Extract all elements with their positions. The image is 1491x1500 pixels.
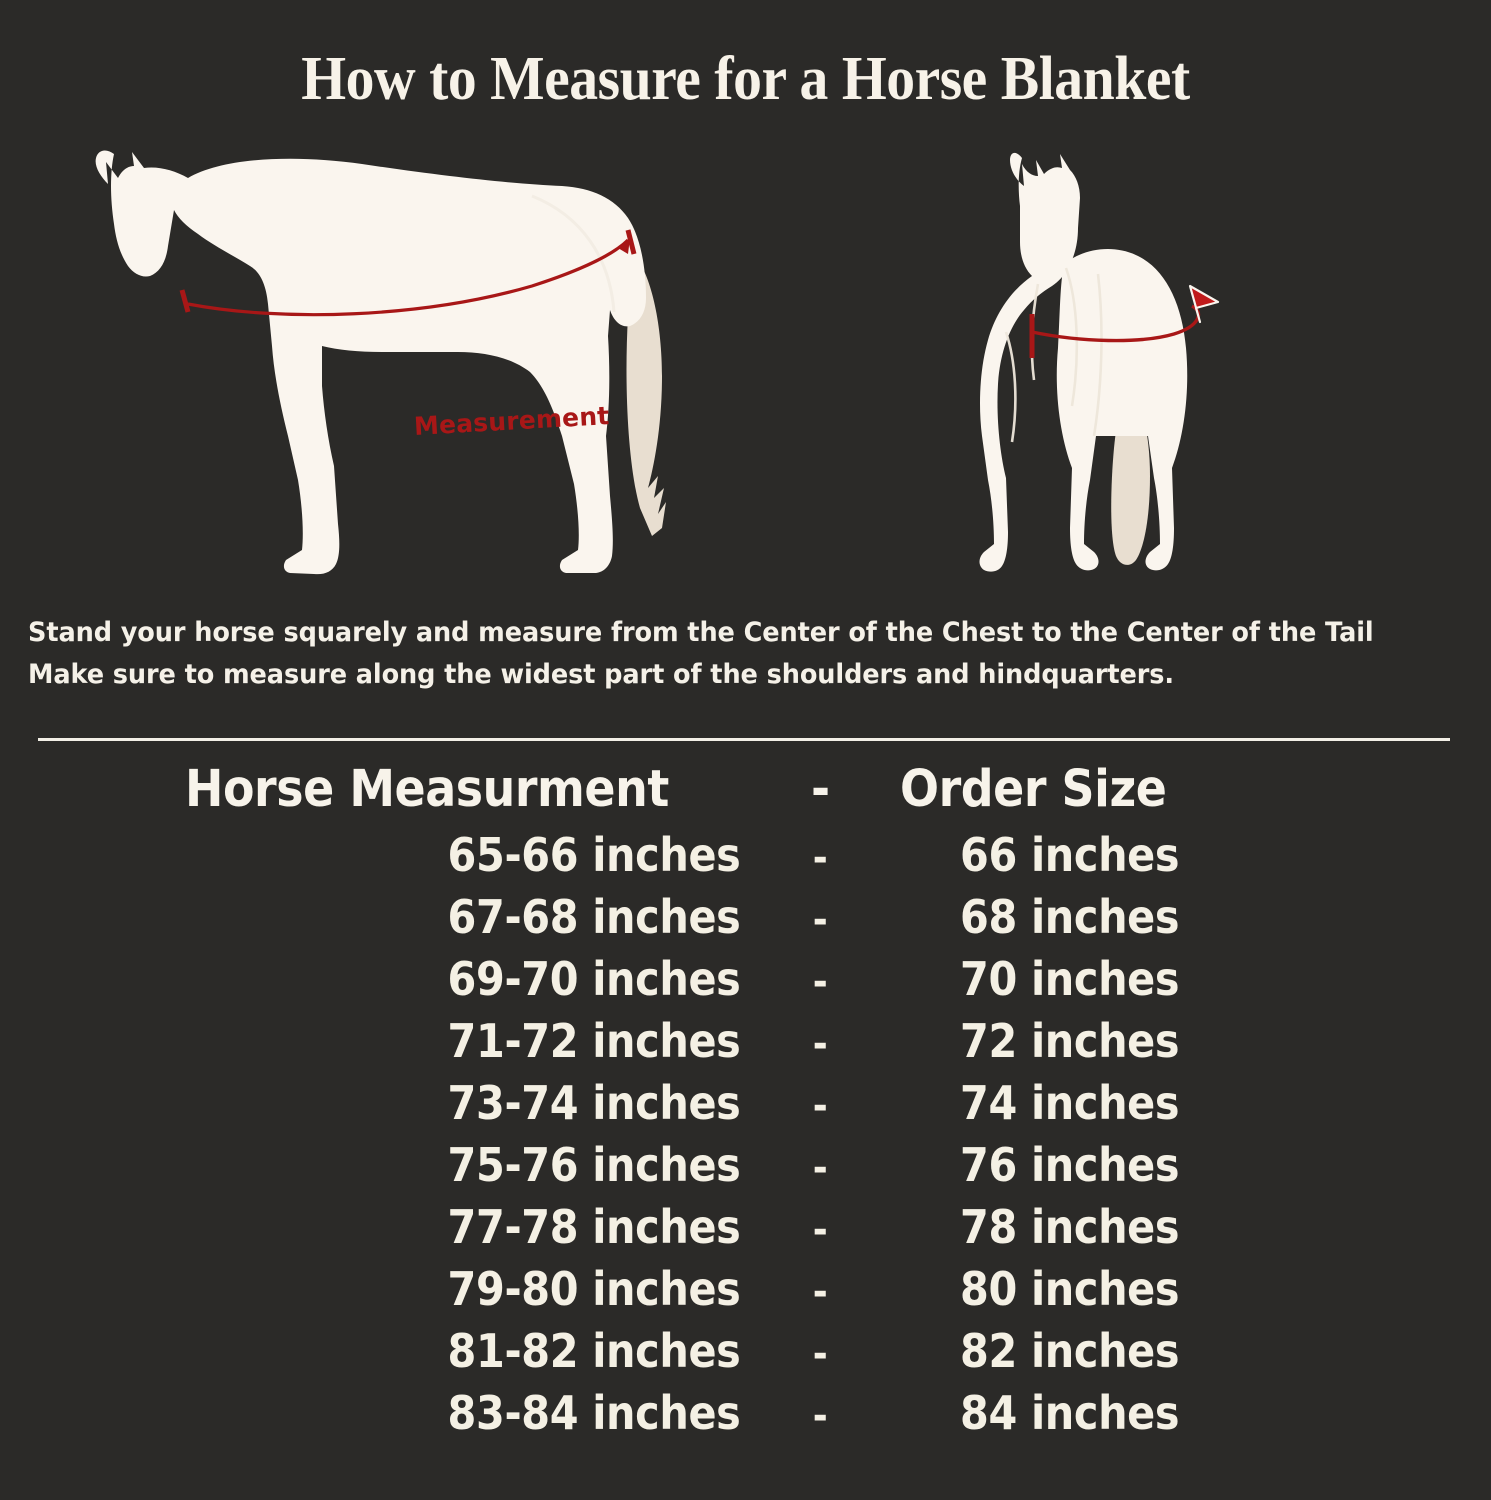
row-dash: - xyxy=(812,959,828,1005)
row-order-size: 82 inches xyxy=(960,1324,1180,1378)
row-order-size: 74 inches xyxy=(960,1076,1180,1130)
header-measurement: Horse Measurment xyxy=(185,760,669,819)
row-measurement: 83-84 inches xyxy=(447,1386,740,1440)
rear-horse-body xyxy=(979,152,1188,572)
rear-view-horse xyxy=(960,136,1260,586)
side-horse-body xyxy=(95,150,646,575)
illustration-area: Measurement xyxy=(0,128,1491,596)
row-order-size: 76 inches xyxy=(960,1138,1180,1192)
row-order-size: 68 inches xyxy=(960,890,1180,944)
row-dash: - xyxy=(812,897,828,943)
row-measurement: 73-74 inches xyxy=(447,1076,740,1130)
row-measurement: 81-82 inches xyxy=(447,1324,740,1378)
table-row: 81-82 inches - 82 inches xyxy=(0,1324,1491,1386)
row-order-size: 78 inches xyxy=(960,1200,1180,1254)
row-dash: - xyxy=(812,1393,828,1439)
table-row: 69-70 inches - 70 inches xyxy=(0,952,1491,1014)
row-measurement: 71-72 inches xyxy=(447,1014,740,1068)
side-view-horse: Measurement xyxy=(62,136,702,586)
row-measurement: 65-66 inches xyxy=(447,828,740,882)
table-row: 67-68 inches - 68 inches xyxy=(0,890,1491,952)
row-dash: - xyxy=(812,1269,828,1315)
row-measurement: 69-70 inches xyxy=(447,952,740,1006)
row-order-size: 84 inches xyxy=(960,1386,1180,1440)
row-dash: - xyxy=(812,1021,828,1067)
header-dash: - xyxy=(810,760,830,819)
side-horse-tail xyxy=(626,254,666,536)
rear-measurement-line xyxy=(1029,284,1220,358)
row-measurement: 77-78 inches xyxy=(447,1200,740,1254)
side-measurement-line xyxy=(179,229,637,317)
section-divider xyxy=(38,738,1450,741)
page-title: How to Measure for a Horse Blanket xyxy=(301,45,1190,113)
row-order-size: 72 inches xyxy=(960,1014,1180,1068)
measurement-arrow-icon xyxy=(1188,284,1220,324)
instruction-text: Stand your horse squarely and measure fr… xyxy=(28,612,1418,696)
row-order-size: 80 inches xyxy=(960,1262,1180,1316)
table-row: 77-78 inches - 78 inches xyxy=(0,1200,1491,1262)
row-order-size: 70 inches xyxy=(960,952,1180,1006)
table-row: 79-80 inches - 80 inches xyxy=(0,1262,1491,1324)
row-dash: - xyxy=(812,835,828,881)
row-dash: - xyxy=(812,1145,828,1191)
instruction-line-2: Make sure to measure along the widest pa… xyxy=(28,659,1174,690)
table-header-row: Horse Measurment - Order Size xyxy=(0,760,1491,828)
row-dash: - xyxy=(812,1331,828,1377)
row-dash: - xyxy=(812,1083,828,1129)
table-row: 71-72 inches - 72 inches xyxy=(0,1014,1491,1076)
table-row: 65-66 inches - 66 inches xyxy=(0,828,1491,890)
table-row: 75-76 inches - 76 inches xyxy=(0,1138,1491,1200)
row-measurement: 67-68 inches xyxy=(447,890,740,944)
table-row: 73-74 inches - 74 inches xyxy=(0,1076,1491,1138)
header-order-size: Order Size xyxy=(900,760,1167,819)
row-order-size: 66 inches xyxy=(960,828,1180,882)
row-measurement: 79-80 inches xyxy=(447,1262,740,1316)
row-dash: - xyxy=(812,1207,828,1253)
instruction-line-1: Stand your horse squarely and measure fr… xyxy=(28,617,1374,648)
size-chart-table: Horse Measurment - Order Size 65-66 inch… xyxy=(0,760,1491,1448)
row-measurement: 75-76 inches xyxy=(447,1138,740,1192)
table-row: 83-84 inches - 84 inches xyxy=(0,1386,1491,1448)
